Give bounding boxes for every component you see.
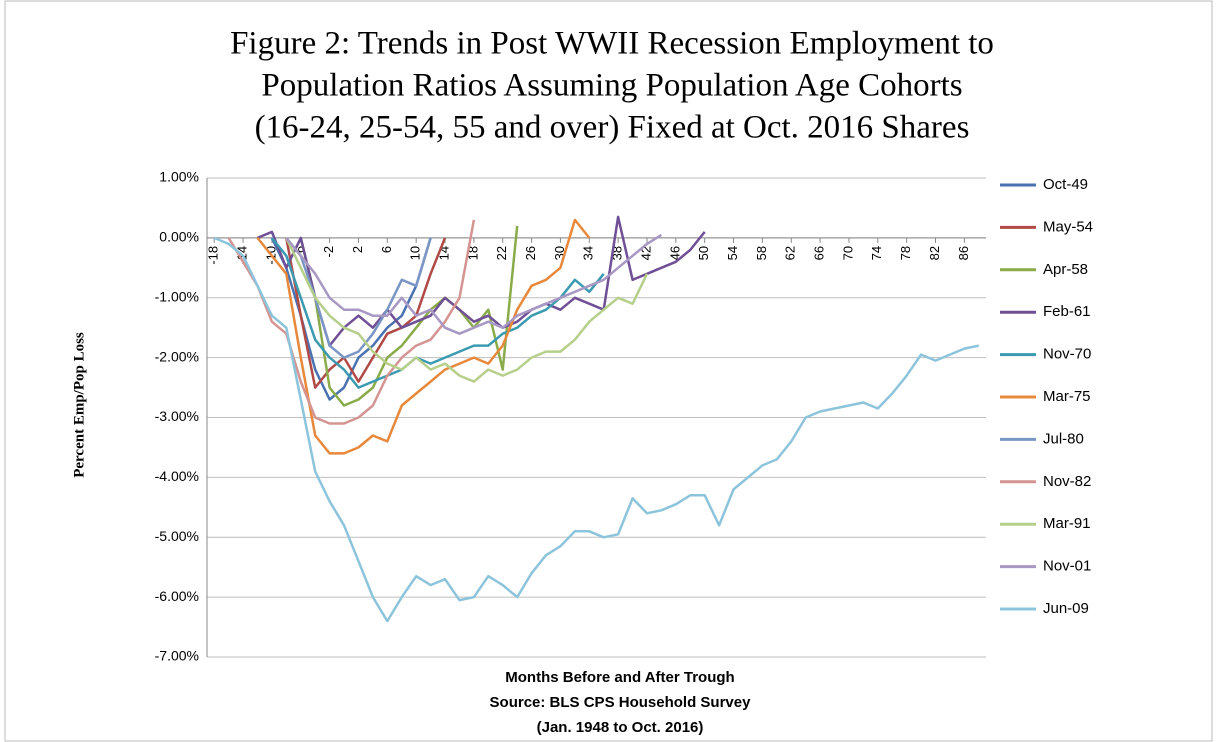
x-tick-label: 62 <box>783 246 798 260</box>
x-tick-label: -18 <box>206 246 221 265</box>
legend-label: Jul-80 <box>1043 430 1084 447</box>
x-axis-label: Months Before and After Trough <box>505 669 734 686</box>
legend-label: Mar-91 <box>1043 515 1091 532</box>
y-tick-label: -7.00% <box>155 648 199 664</box>
x-tick-label: 50 <box>696 246 711 260</box>
legend-label: Nov-82 <box>1043 473 1091 490</box>
x-tick-label: 74 <box>869 246 884 260</box>
y-tick-label: -2.00% <box>155 348 199 364</box>
y-tick-label: -1.00% <box>155 288 199 304</box>
legend-label: Feb-61 <box>1043 303 1091 320</box>
y-tick-label: -5.00% <box>155 528 199 544</box>
y-tick-label: -6.00% <box>155 588 199 604</box>
series-line <box>270 237 605 389</box>
source-note: (Jan. 1948 to Oct. 2016) <box>537 719 704 736</box>
series-line <box>256 218 591 455</box>
legend-label: Mar-75 <box>1043 388 1091 405</box>
legend-label: Apr-58 <box>1043 261 1088 278</box>
x-tick-label: 54 <box>725 246 740 260</box>
chart-title: Population Ratios Assuming Population Ag… <box>261 68 962 104</box>
x-tick-label: 34 <box>581 246 596 260</box>
x-tick-label: 46 <box>667 246 682 260</box>
x-tick-label: 58 <box>754 246 769 260</box>
chart-title: Figure 2: Trends in Post WWII Recession … <box>230 26 994 62</box>
y-axis-label: Percent Emp/Pop Loss <box>71 332 87 478</box>
y-tick-label: -3.00% <box>155 408 199 424</box>
x-tick-label: 6 <box>379 246 394 253</box>
x-tick-label: 2 <box>350 246 365 253</box>
x-tick-label: 10 <box>408 246 423 260</box>
series-line <box>285 233 663 335</box>
series-line <box>213 236 980 623</box>
legend-label: May-54 <box>1043 218 1093 235</box>
legend-label: Jun-09 <box>1043 600 1089 617</box>
source-note: Source: BLS CPS Household Survey <box>490 694 752 711</box>
x-tick-label: 82 <box>927 246 942 260</box>
legend-label: Nov-01 <box>1043 558 1091 575</box>
x-tick-label: 66 <box>812 246 827 260</box>
x-tick-label: 78 <box>898 246 913 260</box>
legend-label: Oct-49 <box>1043 176 1088 193</box>
series-line <box>285 237 649 383</box>
x-tick-label: -6 <box>292 246 307 258</box>
series-line <box>285 237 432 359</box>
chart-title: (16-24, 25-54, 55 and over) Fixed at Oct… <box>255 110 970 146</box>
legend-label: Nov-70 <box>1043 346 1091 363</box>
chart-frame <box>4 0 1213 742</box>
x-tick-label: 70 <box>840 246 855 260</box>
series-line <box>285 237 447 389</box>
x-tick-label: 86 <box>956 246 971 260</box>
x-tick-label: 26 <box>523 246 538 260</box>
x-tick-label: 22 <box>494 246 509 260</box>
series-line <box>257 215 706 347</box>
y-tick-label: -4.00% <box>155 468 199 484</box>
x-tick-label: -2 <box>321 246 336 258</box>
y-tick-label: 1.00% <box>159 169 199 185</box>
y-tick-label: 0.00% <box>159 229 199 245</box>
series-line <box>227 219 476 425</box>
